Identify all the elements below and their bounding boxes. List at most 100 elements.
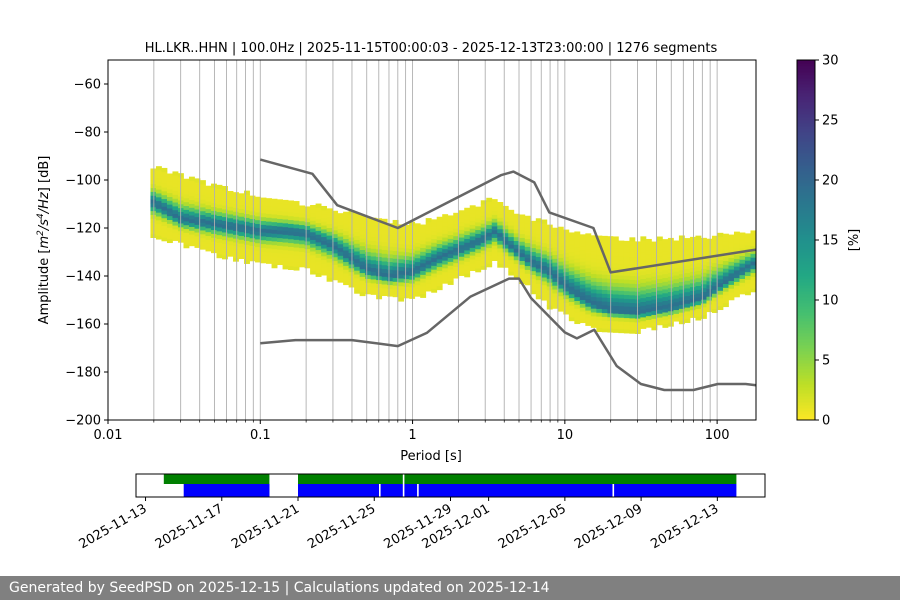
colorbar-segment (797, 402, 815, 406)
heatmap-cell (392, 258, 399, 263)
heatmap-cell (612, 301, 619, 306)
heatmap-cell (519, 218, 526, 223)
heatmap-cell (475, 210, 482, 215)
heatmap-cell (524, 269, 531, 274)
heatmap-cell (568, 247, 575, 253)
heatmap-cell (464, 230, 471, 236)
heatmap-cell (733, 254, 740, 259)
heatmap-cell (205, 204, 212, 210)
heatmap-cell (155, 216, 162, 221)
heatmap-cell (744, 260, 751, 265)
heatmap-cell (321, 255, 328, 261)
colorbar-segment (797, 291, 815, 295)
heatmap-cell (359, 253, 366, 258)
heatmap-cell (491, 206, 498, 212)
colorbar-segment (797, 189, 815, 193)
heatmap-cell (326, 254, 333, 259)
heatmap-cell (293, 227, 300, 233)
heatmap-cell (326, 242, 333, 248)
heatmap-cell (199, 226, 206, 231)
heatmap-cell (497, 255, 504, 260)
heatmap-cell (497, 248, 504, 253)
heatmap-cell (403, 224, 410, 230)
heatmap-cell (381, 218, 388, 224)
heatmap-cell (728, 253, 735, 259)
heatmap-cell (277, 237, 283, 242)
heatmap-cell (475, 206, 482, 211)
heatmap-cell (563, 302, 570, 307)
heatmap-cell (321, 271, 328, 276)
main-axes: −200−180−160−140−120−100−80−600.01 0.1 1 10… (65, 59, 757, 443)
heatmap-cell (392, 235, 399, 240)
heatmap-cell (684, 291, 691, 297)
heatmap-cell (700, 306, 707, 312)
heatmap-cell (524, 246, 531, 251)
colorbar-segment (797, 408, 815, 412)
heatmap-cell (601, 297, 608, 302)
heatmap-cell (656, 267, 663, 272)
colorbar-segment (797, 171, 815, 175)
heatmap-cell (222, 228, 228, 233)
heatmap-cell (502, 213, 509, 218)
heatmap-cell (656, 236, 663, 241)
heatmap-cell (183, 186, 190, 191)
colorbar-segment (797, 153, 815, 157)
heatmap-cell (502, 209, 509, 214)
heatmap-cell (431, 261, 438, 266)
heatmap-cell (469, 232, 476, 237)
heatmap-cell (337, 240, 344, 245)
heatmap-cell (678, 289, 685, 294)
heatmap-cell (172, 186, 179, 192)
heatmap-cell (596, 300, 603, 306)
heatmap-cell (260, 239, 267, 245)
heatmap-cell (568, 255, 575, 260)
heatmap-cell (343, 257, 350, 263)
y-axis-label-part: 4 (36, 213, 46, 219)
heatmap-cell (629, 245, 636, 250)
heatmap-cell (700, 303, 707, 308)
heatmap-cell (436, 285, 443, 291)
heatmap-cell (249, 253, 256, 258)
heatmap-cell (585, 306, 592, 311)
heatmap-cell (656, 290, 663, 295)
heatmap-cell (299, 216, 305, 222)
heatmap-cell (155, 177, 162, 182)
heatmap-cell (744, 271, 751, 277)
heatmap-cell (739, 290, 746, 295)
heatmap-cell (651, 314, 658, 319)
heatmap-cell (469, 209, 476, 214)
heatmap-cell (288, 246, 294, 251)
heatmap-cell (205, 185, 212, 190)
heatmap-cell (739, 274, 746, 279)
svg-text:Amplitude [m2/s4/Hz] [dB]: Amplitude [m2/s4/Hz] [dB] (36, 156, 52, 325)
heatmap-cell (640, 297, 647, 303)
heatmap-cell (722, 272, 729, 277)
high-noise-model-line (259, 158, 757, 274)
heatmap-cell (387, 246, 394, 251)
heatmap-cell (711, 266, 718, 271)
heatmap-cell (739, 259, 746, 264)
heatmap-cell (552, 250, 559, 255)
heatmap-cell (491, 256, 498, 261)
heatmap-cell (365, 220, 372, 226)
heatmap-cell (431, 219, 438, 224)
heatmap-cell (304, 244, 311, 250)
heatmap-cell (722, 287, 729, 292)
heatmap-cell (519, 226, 526, 231)
heatmap-cell (299, 251, 305, 256)
heatmap-cell (629, 302, 636, 307)
colorbar-segment (797, 135, 815, 139)
heatmap-cell (684, 249, 691, 254)
heatmap-cell (750, 249, 757, 254)
heatmap-cell (315, 222, 322, 228)
heatmap-cell (684, 318, 691, 323)
heatmap-cell (629, 325, 636, 330)
heatmap-cell (733, 273, 740, 279)
heatmap-cell (475, 218, 482, 223)
heatmap-cell (739, 282, 746, 287)
heatmap-cell (612, 274, 619, 280)
heatmap-cell (662, 285, 669, 290)
heatmap-cell (255, 196, 261, 201)
heatmap-cell (656, 317, 663, 322)
heatmap-cell (244, 205, 250, 211)
